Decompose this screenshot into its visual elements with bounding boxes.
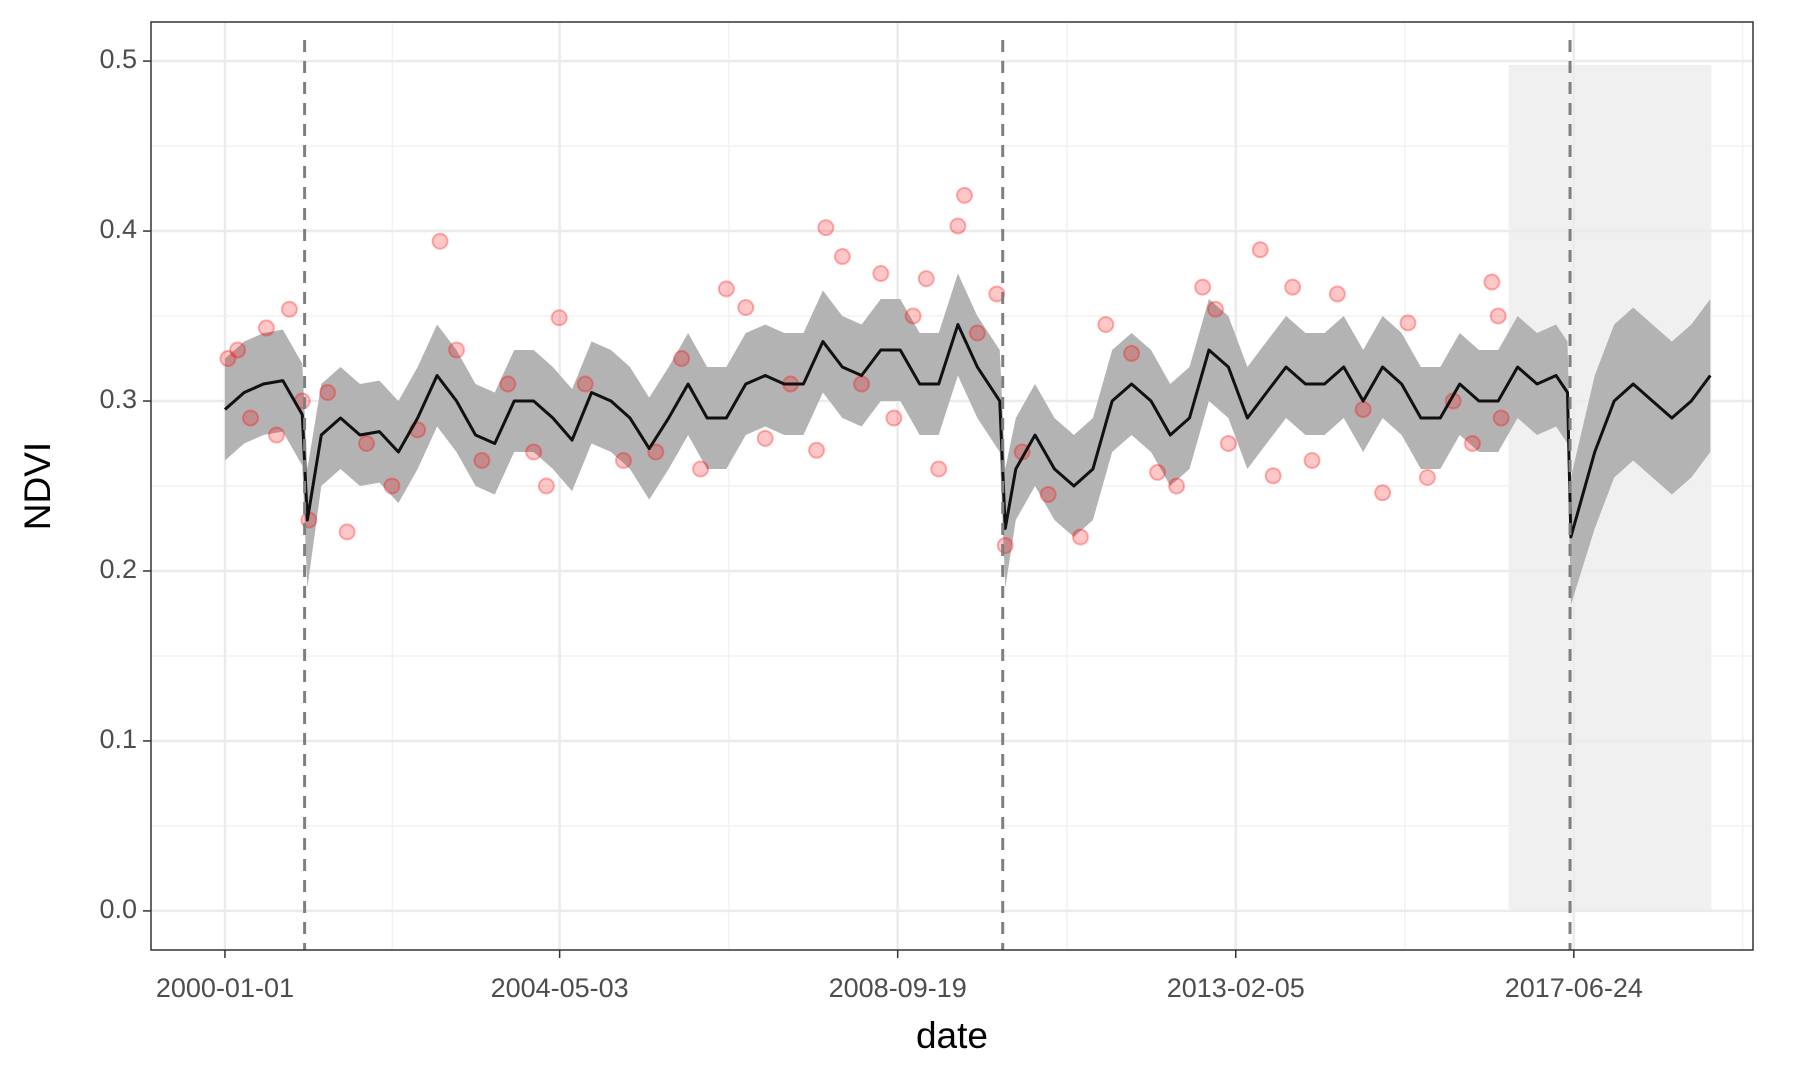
observation-point <box>872 265 890 283</box>
observation-point <box>229 341 247 359</box>
observation-point <box>673 350 691 368</box>
observation-point <box>647 443 665 461</box>
observation-point <box>1251 241 1269 259</box>
observation-point <box>817 219 835 237</box>
observation-point <box>268 426 286 444</box>
observation-point <box>448 341 466 359</box>
observation-point <box>988 285 1006 303</box>
axes: 0.0 0.1 0.2 0.3 0.4 0.5 2000-01-01 2004-05-03 20… <box>99 44 1642 1003</box>
observation-point <box>219 350 237 368</box>
confidence-band <box>224 273 1711 605</box>
y-tick-label: 0.0 <box>99 894 137 924</box>
observation-point <box>1489 307 1507 325</box>
observation-point <box>1328 285 1346 303</box>
observation-point <box>885 409 903 427</box>
observation-point <box>904 307 922 325</box>
observation-point <box>1097 316 1115 334</box>
observation-point <box>756 429 774 447</box>
x-tick-label: 2017-06-24 <box>1505 973 1643 1003</box>
observation-point <box>853 375 871 393</box>
x-tick-label: 2000-01-01 <box>156 973 294 1003</box>
observation-point <box>280 300 298 318</box>
y-tick-label: 0.3 <box>99 384 137 414</box>
observation-point <box>1206 300 1224 318</box>
observation-point <box>1463 435 1481 453</box>
y-tick-label: 0.1 <box>99 724 137 754</box>
observation-point <box>1418 469 1436 487</box>
y-tick-label: 0.4 <box>99 214 137 244</box>
observation-point <box>525 443 543 461</box>
observation-point <box>917 270 935 288</box>
observation-point <box>383 477 401 495</box>
observation-point <box>737 299 755 317</box>
observation-point <box>1483 273 1501 291</box>
observation-point <box>1168 477 1186 495</box>
observation-point <box>242 409 260 427</box>
x-tick-label: 2008-09-19 <box>829 973 967 1003</box>
observation-point <box>1303 452 1321 470</box>
observation-point <box>1354 401 1372 419</box>
observation-point <box>955 186 973 204</box>
observation-point <box>431 232 449 250</box>
observation-point <box>614 452 632 470</box>
observation-point <box>576 375 594 393</box>
plot-area <box>219 40 1712 950</box>
x-axis-title: date <box>916 1015 988 1056</box>
observation-point <box>499 375 517 393</box>
y-tick-label: 0.2 <box>99 554 137 584</box>
x-tick-label: 2004-05-03 <box>491 973 629 1003</box>
observation-point <box>692 460 710 478</box>
observation-point <box>949 217 967 235</box>
observation-point <box>1264 467 1282 485</box>
observation-point <box>1219 435 1237 453</box>
observation-point <box>319 384 337 402</box>
observation-point <box>1492 409 1510 427</box>
y-tick-label: 0.5 <box>99 44 137 74</box>
observation-point <box>1123 344 1141 362</box>
observation-point <box>1399 314 1417 332</box>
y-axis-title: NDVI <box>17 442 58 530</box>
observation-point <box>1071 528 1089 546</box>
observation-point <box>808 441 826 459</box>
observation-point <box>537 477 555 495</box>
observation-point <box>833 248 851 266</box>
observation-point <box>1149 463 1167 481</box>
x-tick-label: 2013-02-05 <box>1167 973 1305 1003</box>
observation-point <box>1374 484 1392 502</box>
observation-point <box>968 324 986 342</box>
observation-point <box>930 460 948 478</box>
panel-border <box>150 21 1754 951</box>
observation-point <box>358 435 376 453</box>
observation-point <box>1039 485 1057 503</box>
observation-point <box>717 280 735 298</box>
observation-point <box>1284 278 1302 296</box>
observation-point <box>996 536 1014 554</box>
observation-point <box>338 523 356 541</box>
observation-point <box>473 452 491 470</box>
fitted-line <box>223 323 1712 539</box>
observation-point <box>1194 278 1212 296</box>
observation-point <box>550 309 568 327</box>
observation-point <box>257 319 275 337</box>
